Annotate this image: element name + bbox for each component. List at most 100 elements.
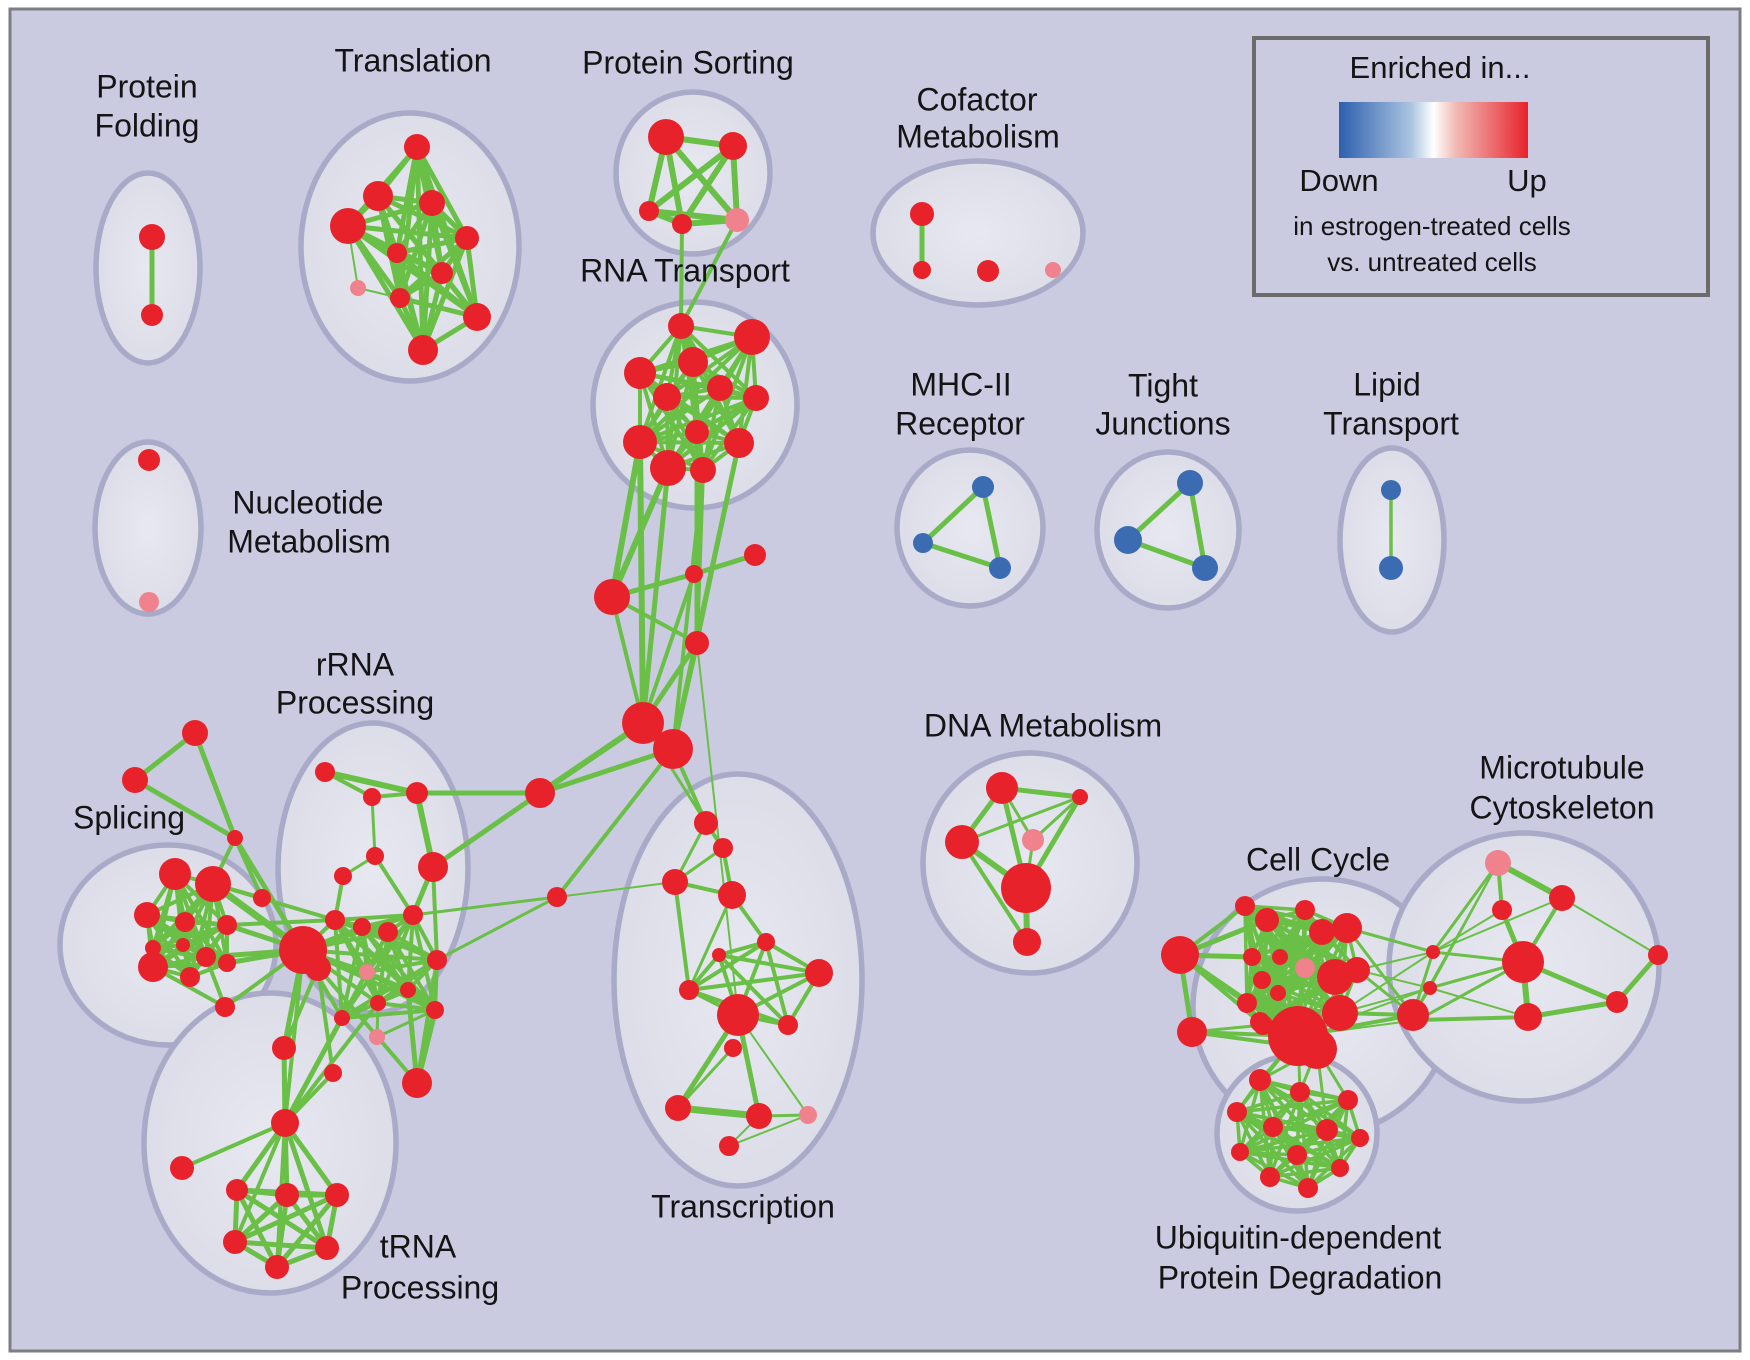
network-node: [1045, 262, 1061, 278]
network-node: [1332, 913, 1362, 943]
network-node: [1177, 1017, 1207, 1047]
network-edge: [234, 1187, 280, 1270]
network-node: [315, 1236, 339, 1260]
network-edge: [429, 200, 480, 320]
network-node: [400, 982, 416, 998]
network-edge: [1432, 897, 1563, 953]
network-edge: [415, 958, 439, 1085]
network-node: [1013, 928, 1041, 956]
network-node: [1317, 959, 1353, 995]
network-node: [712, 948, 726, 962]
network-node: [989, 557, 1011, 579]
network-edge: [1345, 926, 1415, 1017]
cluster-label-trna-processing: tRNA: [380, 1228, 457, 1264]
network-node: [707, 375, 733, 401]
network-node: [1316, 1119, 1338, 1141]
network-node: [734, 319, 770, 355]
network-node: [650, 450, 686, 486]
network-edge: [1339, 951, 1434, 1014]
network-node: [799, 1106, 817, 1124]
network-node: [1381, 480, 1401, 500]
network-node: [1235, 896, 1255, 916]
network-node: [145, 940, 161, 956]
network-node: [325, 910, 345, 930]
cluster-label-rrna-processing: rRNA: [316, 646, 395, 682]
network-node: [138, 952, 168, 982]
network-node: [170, 1156, 194, 1180]
network-edge: [960, 840, 1029, 944]
network-node: [945, 825, 979, 859]
network-node: [159, 858, 191, 890]
network-node: [431, 262, 453, 284]
cluster-label-splicing: Splicing: [73, 799, 185, 835]
network-edge: [640, 465, 671, 726]
network-node: [1338, 1090, 1358, 1110]
network-edge: [435, 895, 559, 962]
network-node: [694, 811, 718, 835]
network-node: [426, 1001, 444, 1019]
network-edge: [674, 1104, 763, 1120]
network-node: [1161, 936, 1199, 974]
network-node: [778, 1015, 798, 1035]
network-edge: [717, 953, 821, 975]
network-node: [986, 772, 1018, 804]
network-node: [139, 592, 159, 612]
network-node: [977, 260, 999, 282]
network-edge: [405, 987, 420, 1086]
network-edge: [609, 439, 643, 600]
network-node: [1410, 1012, 1426, 1028]
network-node: [406, 782, 428, 804]
network-edge: [365, 958, 439, 974]
network-node: [717, 994, 759, 1036]
network-node: [138, 449, 160, 471]
network-edge: [1235, 1098, 1350, 1114]
network-edge: [637, 439, 646, 726]
network-edge: [687, 893, 734, 992]
network-edge: [1431, 861, 1500, 954]
network-edge: [1238, 1098, 1350, 1154]
network-node: [1270, 985, 1286, 1001]
network-node: [359, 964, 375, 980]
network-node: [1249, 1069, 1271, 1091]
network-node: [1606, 991, 1628, 1013]
network-edge: [556, 881, 676, 898]
network-node: [1260, 1167, 1280, 1187]
cluster-label-lipid-transport: Lipid: [1353, 366, 1421, 402]
legend-label-down: Down: [1299, 163, 1378, 198]
network-node: [176, 938, 190, 952]
network-node: [387, 243, 407, 263]
network-node: [390, 288, 410, 308]
network-node: [334, 867, 352, 885]
network-node: [134, 902, 160, 928]
network-node: [275, 1183, 299, 1207]
network-edge: [1432, 909, 1503, 953]
network-edge: [646, 143, 736, 214]
network-node: [1255, 908, 1279, 932]
network-edge: [1429, 987, 1529, 1018]
cluster-label-tight-junctions: Tight: [1128, 367, 1198, 403]
network-edge: [663, 134, 740, 223]
network-node: [1297, 1029, 1337, 1069]
network-node: [271, 1109, 299, 1137]
network-node: [175, 912, 195, 932]
network-edge: [282, 1015, 345, 1126]
network-edge: [345, 223, 470, 241]
network-edge: [333, 913, 415, 922]
network-node: [330, 208, 366, 244]
cluster-ellipse-cofactor-metabolism: [870, 158, 1086, 308]
network-edge: [282, 1120, 340, 1198]
network-edge: [728, 1114, 809, 1147]
network-node: [1290, 1082, 1310, 1102]
network-edge: [373, 854, 415, 917]
network-node: [353, 918, 371, 936]
network-node: [653, 729, 693, 769]
network-node: [455, 226, 479, 250]
network-edge: [283, 948, 305, 1125]
network-node: [1514, 1003, 1542, 1031]
cluster-label-translation: Translation: [334, 42, 491, 78]
network-node: [724, 428, 754, 458]
network-edge: [673, 880, 691, 992]
network-edge: [232, 1239, 330, 1251]
network-node: [910, 202, 934, 226]
